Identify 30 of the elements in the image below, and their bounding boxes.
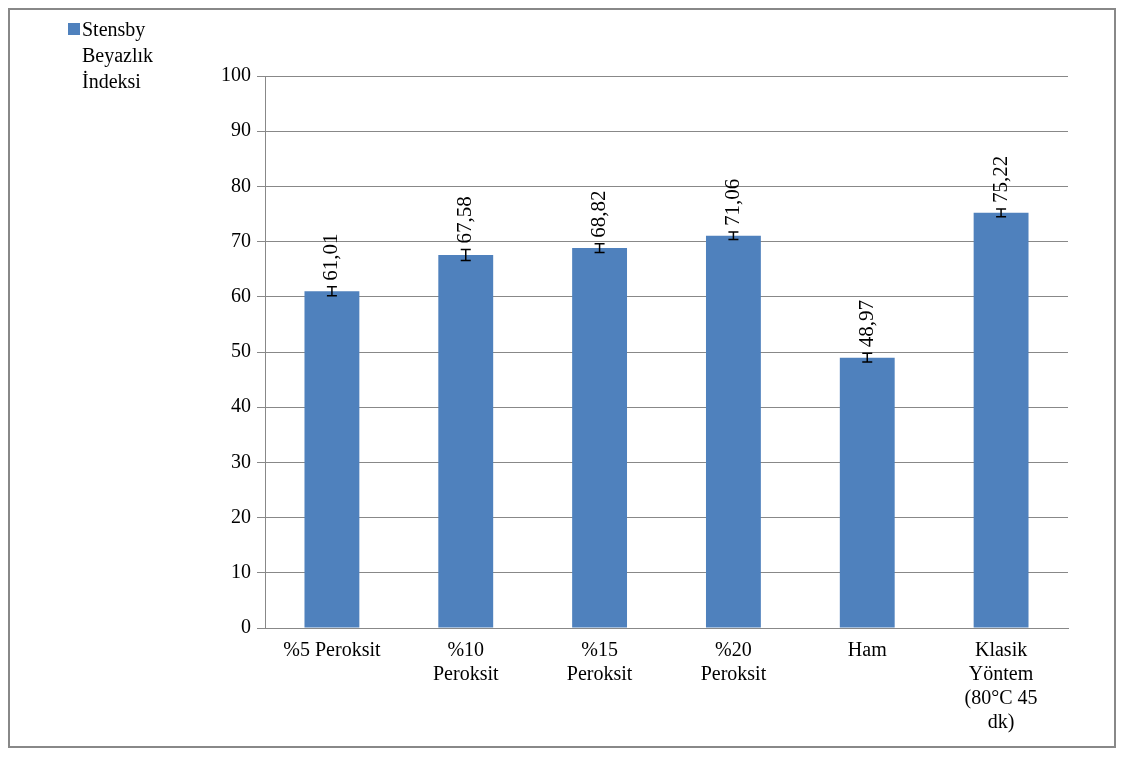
data-label: 68,82 [586,190,611,238]
y-tick-label: 80 [231,173,251,196]
y-tick-label: 20 [231,504,251,527]
x-tick-label: Klasik Yöntem (80°C 45 dk) [964,638,1038,734]
x-tick-label: %20 Peroksit [700,638,767,685]
data-label: 48,97 [853,300,878,348]
bar [438,254,494,628]
y-tick-label: 100 [221,63,251,86]
y-tick-label: 90 [231,118,251,141]
y-tick-label: 10 [231,560,251,583]
y-tick-label: 40 [231,394,251,417]
y-tick-label: 70 [231,228,251,251]
bar [572,248,628,628]
bar [839,357,895,628]
x-tick-label: Ham [847,638,888,661]
bar [705,235,761,628]
x-tick-label: %5 Peroksit [283,638,381,661]
y-tick-label: 50 [231,339,251,362]
legend-label: Stensby Beyazlık İndeksi [82,18,154,92]
data-label: 61,01 [318,233,343,281]
y-tick-label: 60 [231,284,251,307]
data-label: 67,58 [452,196,477,244]
x-tick-label: %15 Peroksit [566,638,633,685]
bar [973,212,1029,628]
data-label: 71,06 [719,178,744,226]
y-tick-label: 0 [241,615,251,638]
y-tick-label: 30 [231,449,251,472]
bar [304,291,360,628]
x-tick-label: %10 Peroksit [432,638,499,685]
data-label: 75,22 [987,155,1012,203]
